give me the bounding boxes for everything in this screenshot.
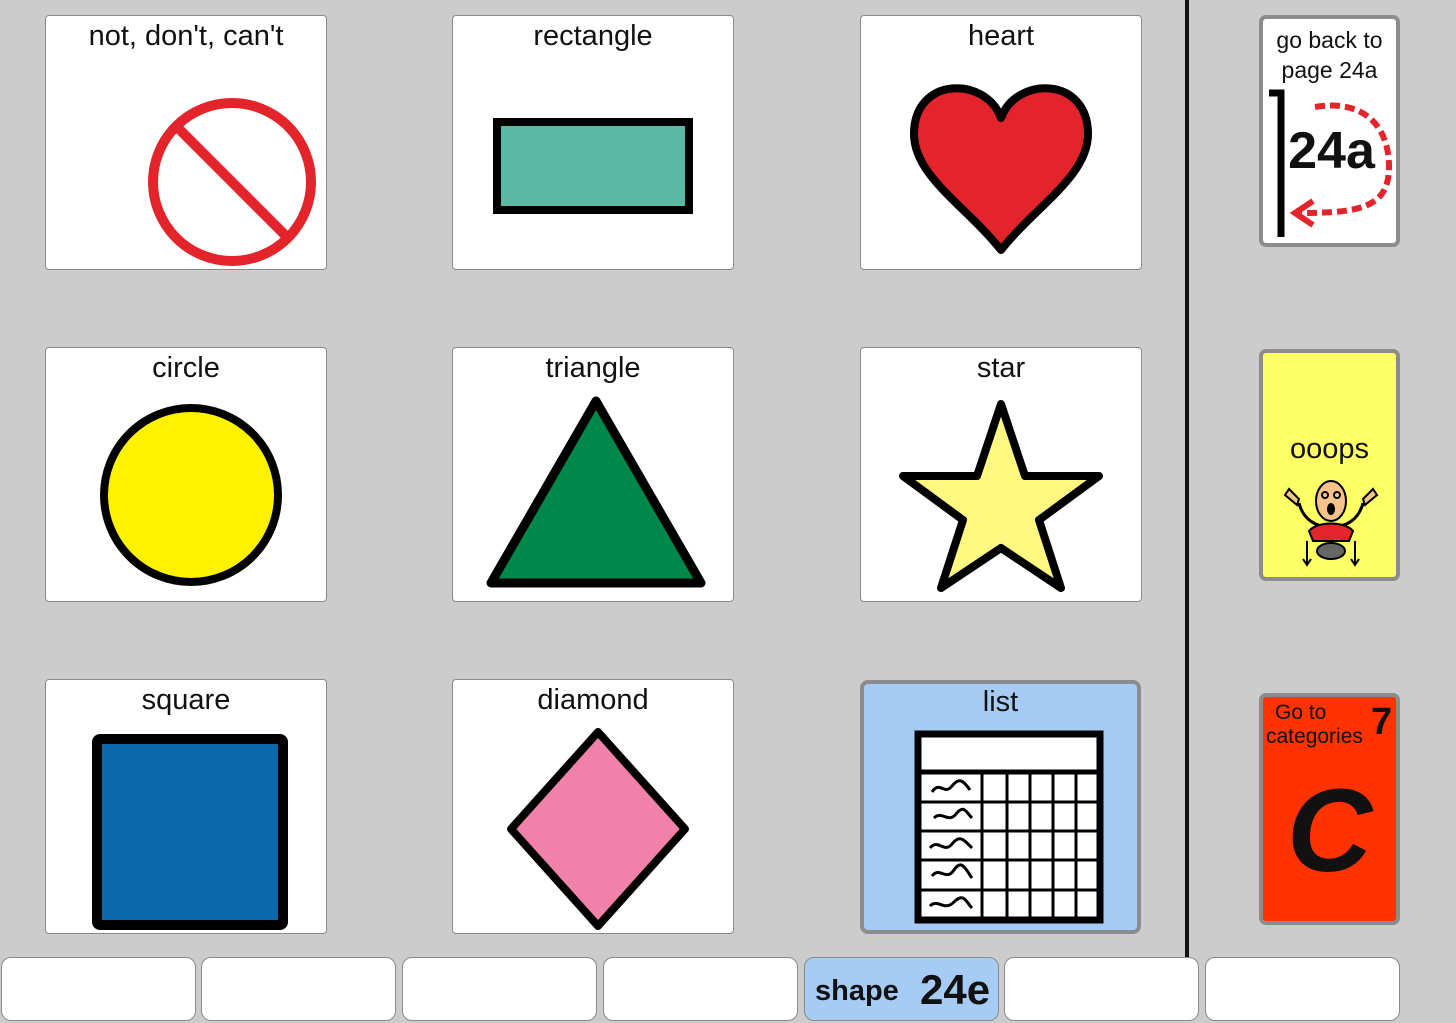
triangle-icon — [486, 396, 706, 588]
cell-not-dont-cant[interactable]: not, don't, can't — [45, 15, 327, 270]
tab-label: shape — [815, 975, 899, 1007]
cell-label: heart — [967, 20, 1035, 52]
circle-icon — [100, 404, 282, 586]
bottom-tab-7[interactable] — [1205, 957, 1400, 1021]
cell-square[interactable]: square — [45, 679, 327, 934]
heart-icon — [910, 84, 1092, 254]
bottom-tab-4[interactable] — [603, 957, 798, 1021]
go-back-page-number: 24a — [1288, 122, 1375, 180]
cell-star[interactable]: star — [860, 347, 1142, 602]
return-arrow-icon — [1269, 89, 1393, 237]
cell-diamond[interactable]: diamond — [452, 679, 734, 934]
cell-label: diamond — [537, 684, 649, 716]
categories-letter: C — [1286, 765, 1373, 897]
go-back-button[interactable]: go back to page 24a 24a — [1259, 15, 1400, 247]
cell-triangle[interactable]: triangle — [452, 347, 734, 602]
list-table-icon — [914, 730, 1104, 924]
bottom-tab-shape-active[interactable]: shape 24e — [804, 957, 999, 1021]
categories-number: 7 — [1371, 701, 1393, 743]
square-icon — [92, 734, 288, 930]
cell-label: square — [141, 684, 231, 716]
cell-label: rectangle — [533, 20, 653, 52]
cell-label: not, don't, can't — [88, 20, 284, 52]
oops-person-icon — [1283, 480, 1379, 567]
go-back-line1: go back to — [1276, 27, 1383, 53]
cell-label: circle — [152, 352, 220, 384]
bottom-tab-1[interactable] — [1, 957, 196, 1021]
ooops-label: ooops — [1289, 433, 1369, 465]
cell-label: list — [982, 686, 1019, 718]
cell-circle[interactable]: circle — [45, 347, 327, 602]
cell-rectangle[interactable]: rectangle — [452, 15, 734, 270]
vertical-divider — [1185, 0, 1189, 958]
go-back-line2: page 24a — [1281, 57, 1378, 83]
cell-label: star — [976, 352, 1026, 384]
bottom-tab-2[interactable] — [201, 957, 396, 1021]
bottom-tab-3[interactable] — [402, 957, 597, 1021]
tab-page-number: 24e — [920, 966, 991, 1013]
bottom-tab-6[interactable] — [1004, 957, 1199, 1021]
cell-heart[interactable]: heart — [860, 15, 1142, 270]
go-to-categories-button[interactable]: Go to categories 7 C — [1259, 693, 1400, 925]
cell-label: triangle — [545, 352, 641, 384]
diamond-icon — [507, 728, 689, 930]
cell-list[interactable]: list — [860, 680, 1141, 934]
categories-line2: categories — [1266, 725, 1363, 748]
no-symbol-icon — [148, 98, 316, 266]
ooops-button[interactable]: ooops — [1259, 349, 1400, 581]
star-icon — [899, 400, 1103, 592]
rectangle-icon — [493, 118, 693, 214]
categories-line1: Go to — [1275, 701, 1327, 724]
